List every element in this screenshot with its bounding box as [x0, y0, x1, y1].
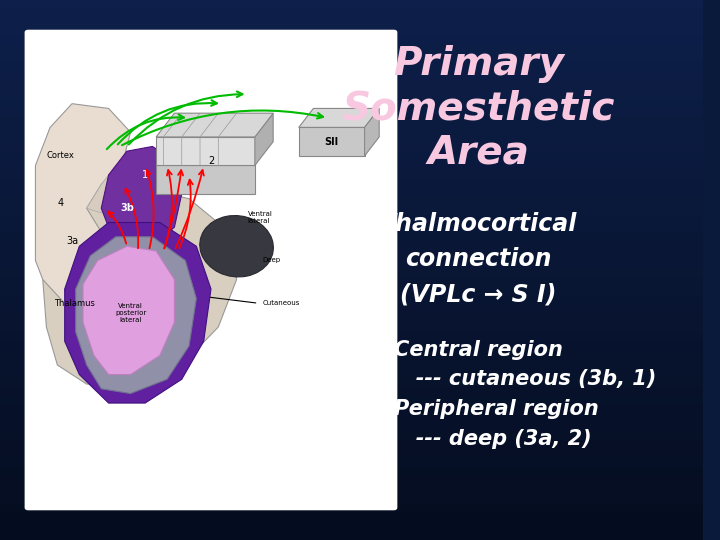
Bar	[0, 495, 703, 504]
Bar	[0, 90, 703, 99]
Polygon shape	[86, 161, 123, 213]
Text: 3b: 3b	[120, 203, 134, 213]
Bar	[0, 36, 703, 45]
Bar	[0, 270, 703, 279]
Bar	[0, 378, 703, 387]
FancyArrowPatch shape	[122, 111, 323, 145]
Bar	[0, 252, 703, 261]
Bar	[0, 189, 703, 198]
Bar	[0, 234, 703, 243]
Polygon shape	[65, 222, 211, 403]
Text: Deep: Deep	[262, 258, 280, 264]
Bar	[0, 261, 703, 270]
Bar	[0, 54, 703, 63]
Bar	[0, 468, 703, 477]
Polygon shape	[156, 137, 255, 165]
Polygon shape	[42, 185, 237, 384]
Text: 4: 4	[58, 199, 64, 208]
Polygon shape	[299, 127, 364, 156]
Bar	[0, 396, 703, 405]
FancyArrowPatch shape	[125, 188, 138, 248]
Text: 2: 2	[208, 156, 214, 166]
Bar	[0, 324, 703, 333]
FancyArrowPatch shape	[107, 114, 184, 149]
Bar	[0, 198, 703, 207]
FancyBboxPatch shape	[24, 30, 397, 510]
Polygon shape	[156, 165, 255, 194]
Text: 3a: 3a	[66, 237, 78, 246]
Bar	[0, 117, 703, 126]
Bar	[0, 513, 703, 522]
Bar	[0, 315, 703, 324]
Bar	[0, 180, 703, 189]
Ellipse shape	[199, 215, 274, 277]
Polygon shape	[299, 109, 379, 127]
Bar	[0, 531, 703, 540]
Polygon shape	[156, 113, 273, 137]
FancyArrowPatch shape	[164, 170, 172, 248]
Bar	[0, 207, 703, 216]
Bar	[0, 81, 703, 90]
Bar	[0, 306, 703, 315]
Bar	[0, 423, 703, 432]
Bar	[0, 45, 703, 54]
Text: Primary
Somesthetic
Area: Primary Somesthetic Area	[342, 45, 614, 171]
FancyArrowPatch shape	[146, 170, 153, 248]
Bar	[0, 225, 703, 234]
Text: Cutaneous: Cutaneous	[262, 300, 300, 306]
Polygon shape	[364, 109, 379, 156]
Bar	[0, 279, 703, 288]
Bar	[0, 369, 703, 378]
Bar	[0, 27, 703, 36]
Bar	[0, 414, 703, 423]
Bar	[0, 171, 703, 180]
Bar	[0, 18, 703, 27]
Bar	[0, 126, 703, 135]
Bar	[0, 288, 703, 297]
Bar	[0, 63, 703, 72]
Bar	[0, 243, 703, 252]
Text: SII: SII	[325, 137, 338, 147]
Text: Cortex: Cortex	[46, 151, 74, 160]
Bar	[0, 486, 703, 495]
Bar	[0, 432, 703, 441]
Bar	[0, 360, 703, 369]
Bar	[0, 144, 703, 153]
Bar	[0, 135, 703, 144]
Polygon shape	[255, 113, 273, 165]
Bar	[0, 459, 703, 468]
Bar	[0, 450, 703, 459]
Polygon shape	[83, 246, 174, 375]
FancyArrowPatch shape	[118, 100, 217, 144]
FancyArrowPatch shape	[164, 170, 183, 248]
FancyArrowPatch shape	[179, 180, 193, 248]
Bar	[0, 522, 703, 531]
Bar	[0, 297, 703, 306]
Bar	[0, 351, 703, 360]
Bar	[0, 216, 703, 225]
FancyArrowPatch shape	[176, 170, 204, 248]
Bar	[0, 72, 703, 81]
Polygon shape	[76, 237, 197, 394]
Bar	[0, 504, 703, 513]
Bar	[0, 9, 703, 18]
FancyArrowPatch shape	[129, 91, 243, 144]
Bar	[0, 0, 703, 9]
Bar	[0, 162, 703, 171]
Bar	[0, 441, 703, 450]
Polygon shape	[35, 104, 138, 318]
Text: 1: 1	[142, 170, 148, 180]
Polygon shape	[102, 146, 181, 251]
Bar	[0, 387, 703, 396]
FancyArrowPatch shape	[108, 212, 126, 244]
Text: Ventral
posterior
lateral: Ventral posterior lateral	[115, 303, 146, 323]
Bar	[0, 477, 703, 486]
Text: Ventral
lateral: Ventral lateral	[248, 211, 272, 224]
Bar	[0, 405, 703, 414]
Text: Thalmocortical
connection
(VPLc → S I): Thalmocortical connection (VPLc → S I)	[379, 212, 577, 307]
Text: Central region
   --- cutaneous (3b, 1)
Peripheral region
   --- deep (3a, 2): Central region --- cutaneous (3b, 1) Per…	[394, 340, 656, 449]
Bar	[0, 333, 703, 342]
Text: Thalamus: Thalamus	[54, 299, 94, 308]
Bar	[0, 108, 703, 117]
Bar	[0, 153, 703, 162]
